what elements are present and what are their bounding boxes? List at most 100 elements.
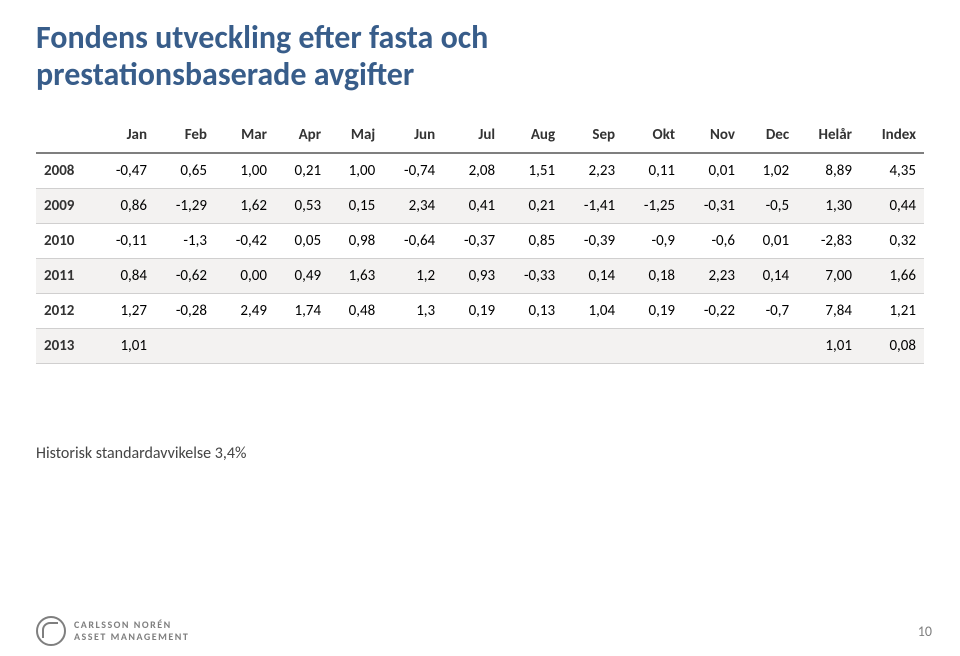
- cell-value: -0,62: [155, 258, 215, 293]
- cell-value: 0,86: [95, 188, 155, 223]
- cell-value: 0,65: [155, 153, 215, 189]
- col-sep: Sep: [563, 118, 623, 153]
- cell-value: 0,93: [443, 258, 503, 293]
- cell-value: 1,62: [215, 188, 275, 223]
- cell-value: [215, 328, 275, 363]
- title-line-1: Fondens utveckling efter fasta och: [36, 18, 488, 57]
- cell-value: 1,00: [215, 153, 275, 189]
- table-row: 20110,84-0,620,000,491,631,20,93-0,330,1…: [36, 258, 924, 293]
- table-row: 2010-0,11-1,3-0,420,050,98-0,64-0,370,85…: [36, 223, 924, 258]
- performance-table: JanFebMarAprMajJunJulAugSepOktNovDecHelå…: [36, 118, 924, 364]
- page-title: Fondens utveckling efter fasta och prest…: [36, 20, 924, 94]
- col-jul: Jul: [443, 118, 503, 153]
- cell-value: -0,33: [503, 258, 563, 293]
- cell-value: 0,08: [860, 328, 924, 363]
- cell-value: -0,7: [743, 293, 797, 328]
- cell-value: 1,04: [563, 293, 623, 328]
- table-row: 20131,011,010,08: [36, 328, 924, 363]
- cell-value: 0,19: [623, 293, 683, 328]
- cell-value: 1,2: [383, 258, 443, 293]
- cell-value: -0,64: [383, 223, 443, 258]
- cell-value: 0,00: [215, 258, 275, 293]
- cell-value: -0,47: [95, 153, 155, 189]
- table-row: 20121,27-0,282,491,740,481,30,190,131,04…: [36, 293, 924, 328]
- cell-value: 7,00: [797, 258, 860, 293]
- cell-value: [683, 328, 743, 363]
- cell-value: [275, 328, 329, 363]
- logo-line-1: CARLSSON NORÉN: [74, 620, 189, 630]
- cell-value: 4,35: [860, 153, 924, 189]
- cell-value: [155, 328, 215, 363]
- cell-value: -0,31: [683, 188, 743, 223]
- cell-value: 1,3: [383, 293, 443, 328]
- cell-value: -0,37: [443, 223, 503, 258]
- col-aug: Aug: [503, 118, 563, 153]
- cell-value: 2,23: [683, 258, 743, 293]
- col-dec: Dec: [743, 118, 797, 153]
- cell-value: [503, 328, 563, 363]
- cell-value: 0,05: [275, 223, 329, 258]
- col-jun: Jun: [383, 118, 443, 153]
- cell-year: 2008: [36, 153, 95, 189]
- cell-value: 0,84: [95, 258, 155, 293]
- cell-value: 0,13: [503, 293, 563, 328]
- cell-value: 0,49: [275, 258, 329, 293]
- col-helår: Helår: [797, 118, 860, 153]
- cell-value: 0,01: [683, 153, 743, 189]
- cell-value: 8,89: [797, 153, 860, 189]
- cell-value: 0,85: [503, 223, 563, 258]
- title-line-2: prestationsbaserade avgifter: [36, 55, 414, 94]
- cell-value: 0,98: [329, 223, 383, 258]
- footnote: Historisk standardavvikelse 3,4%: [36, 444, 924, 463]
- cell-value: 0,48: [329, 293, 383, 328]
- cell-year: 2011: [36, 258, 95, 293]
- cell-value: -2,83: [797, 223, 860, 258]
- logo-line-2: ASSET MANAGEMENT: [74, 632, 189, 642]
- cell-value: 2,49: [215, 293, 275, 328]
- cell-value: [383, 328, 443, 363]
- cell-year: 2013: [36, 328, 95, 363]
- col-mar: Mar: [215, 118, 275, 153]
- col-feb: Feb: [155, 118, 215, 153]
- col-apr: Apr: [275, 118, 329, 153]
- cell-value: 0,41: [443, 188, 503, 223]
- cell-value: -0,22: [683, 293, 743, 328]
- col-okt: Okt: [623, 118, 683, 153]
- cell-value: -1,29: [155, 188, 215, 223]
- cell-year: 2009: [36, 188, 95, 223]
- cell-value: -0,5: [743, 188, 797, 223]
- cell-value: 1,00: [329, 153, 383, 189]
- cell-value: 1,63: [329, 258, 383, 293]
- cell-value: 1,51: [503, 153, 563, 189]
- cell-value: 0,18: [623, 258, 683, 293]
- cell-value: 1,21: [860, 293, 924, 328]
- cell-value: 2,08: [443, 153, 503, 189]
- cell-value: -0,39: [563, 223, 623, 258]
- cell-value: 0,32: [860, 223, 924, 258]
- cell-value: -0,28: [155, 293, 215, 328]
- table-body: 2008-0,470,651,000,211,00-0,742,081,512,…: [36, 153, 924, 364]
- logo-mark-icon: [36, 616, 66, 646]
- cell-value: 0,01: [743, 223, 797, 258]
- cell-value: 1,74: [275, 293, 329, 328]
- cell-value: [563, 328, 623, 363]
- cell-year: 2010: [36, 223, 95, 258]
- cell-value: 1,27: [95, 293, 155, 328]
- cell-value: -0,42: [215, 223, 275, 258]
- col-maj: Maj: [329, 118, 383, 153]
- cell-value: 0,14: [563, 258, 623, 293]
- cell-value: 0,21: [275, 153, 329, 189]
- cell-value: -1,25: [623, 188, 683, 223]
- cell-value: 0,14: [743, 258, 797, 293]
- cell-value: 1,02: [743, 153, 797, 189]
- cell-value: 0,21: [503, 188, 563, 223]
- table-header-row: JanFebMarAprMajJunJulAugSepOktNovDecHelå…: [36, 118, 924, 153]
- cell-value: -1,3: [155, 223, 215, 258]
- cell-value: 2,23: [563, 153, 623, 189]
- cell-value: [443, 328, 503, 363]
- cell-value: 0,53: [275, 188, 329, 223]
- page-number: 10: [918, 623, 932, 640]
- col-nov: Nov: [683, 118, 743, 153]
- cell-value: 1,01: [95, 328, 155, 363]
- cell-value: 0,15: [329, 188, 383, 223]
